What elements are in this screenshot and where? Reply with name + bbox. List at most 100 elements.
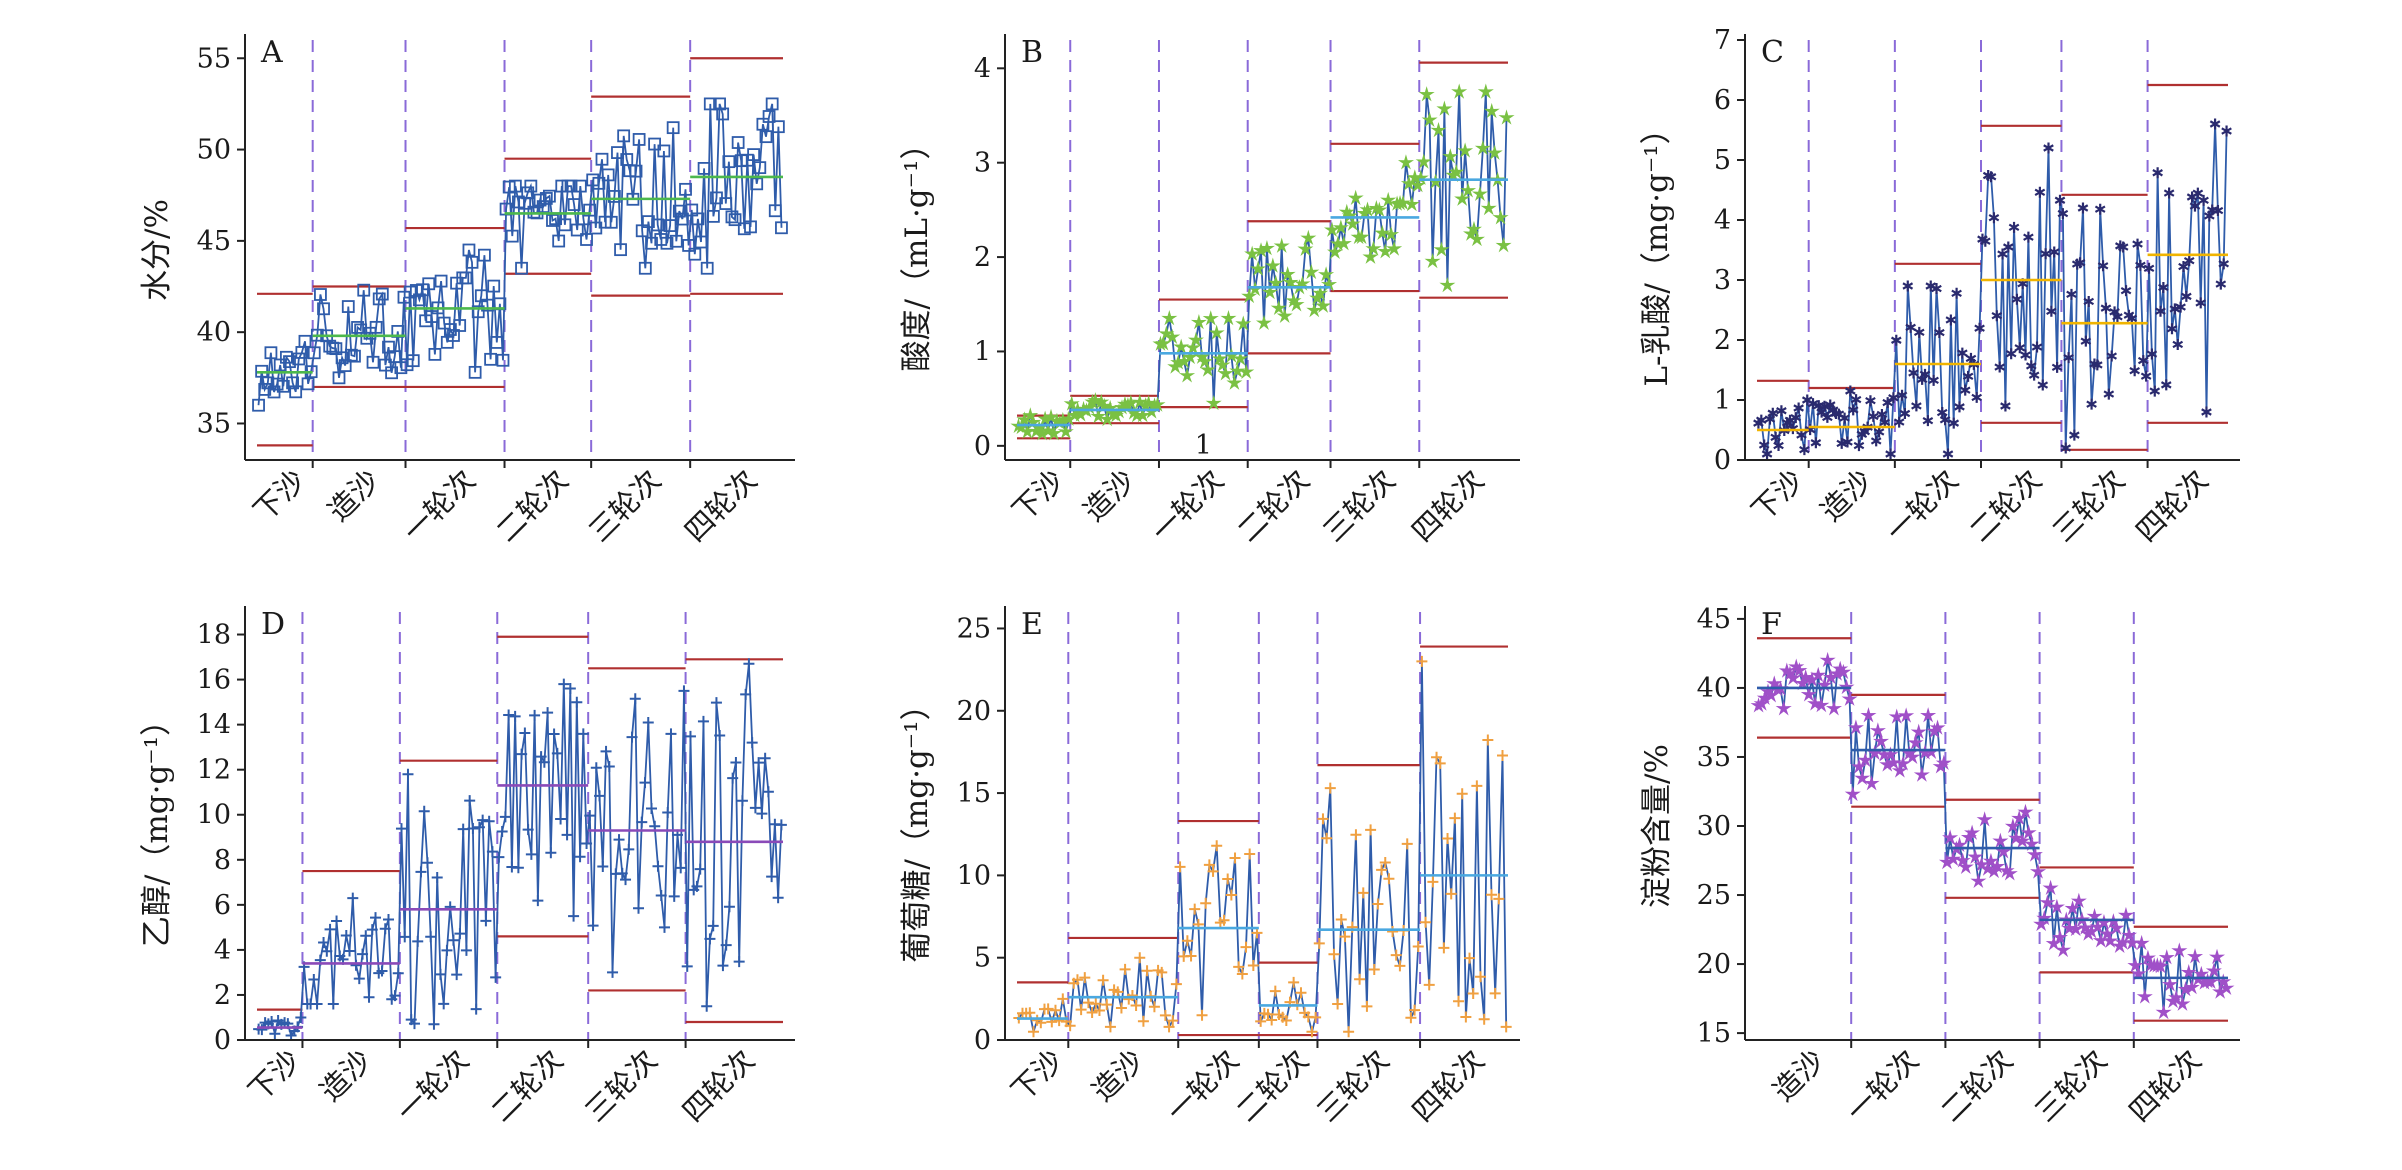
data-point — [1203, 859, 1215, 871]
data-point — [669, 234, 683, 248]
x-category-label: 造沙 — [1085, 1043, 1150, 1108]
data-point — [1994, 361, 2005, 373]
data-point — [1303, 263, 1320, 280]
data-point — [1767, 407, 1779, 419]
data-point — [2031, 341, 2043, 353]
data-point — [1854, 769, 1871, 786]
data-point — [1335, 914, 1347, 926]
panel-label: A — [260, 35, 283, 70]
data-point — [1957, 858, 1974, 874]
data-point — [657, 144, 671, 158]
panel-f: 15 20 25 30 35 40 45 造沙 一轮次 二轮次 三轮次 四轮次 F 淀粉含量/% — [1639, 604, 2240, 1128]
data-point — [2136, 988, 2153, 1004]
data-point — [2051, 361, 2063, 373]
data-point — [652, 860, 664, 872]
data-point — [2117, 241, 2129, 253]
data-point — [1295, 987, 1307, 999]
data-point — [1890, 334, 1902, 346]
data-point — [1347, 189, 1364, 205]
data-series-line — [1758, 660, 2228, 1013]
data-point — [256, 1024, 268, 1036]
data-point — [2066, 288, 2077, 300]
panel-d: 0 2 4 6 8 10 12 14 16 18 下沙 造沙 一轮次 二轮次 三轮次 四轮次 D 乙醇/（mg·g… — [139, 606, 795, 1128]
data-point — [768, 204, 782, 218]
data-point — [1365, 824, 1377, 836]
x-category-label: 二轮次 — [489, 463, 575, 549]
data-point — [2117, 906, 2134, 923]
data-point — [2209, 118, 2221, 130]
data-point — [2218, 979, 2235, 996]
data-point — [727, 772, 739, 784]
data-point — [2092, 359, 2103, 371]
data-point — [1442, 148, 1459, 164]
data-point — [412, 935, 424, 947]
data-point — [2074, 257, 2086, 269]
data-point — [1137, 1015, 1149, 1027]
data-point — [471, 305, 485, 319]
data-point — [353, 973, 365, 985]
data-point — [357, 948, 369, 960]
data-point — [1386, 240, 1403, 256]
data-point — [2020, 349, 2031, 361]
data-point — [2218, 258, 2230, 270]
data-point — [399, 931, 411, 943]
data-point — [2205, 962, 2222, 978]
data-point — [753, 757, 765, 769]
data-point — [1835, 663, 1852, 680]
data-point — [642, 716, 654, 728]
data-point — [1174, 861, 1186, 873]
panel-b: 0 1 2 3 4 下沙 造沙 一轮次 二轮次 三轮次 四轮次 B 酸度/（mL·g⁻¹） 1 — [899, 34, 1520, 548]
data-point — [1409, 176, 1426, 193]
data-point — [480, 915, 492, 927]
data-point — [307, 346, 321, 360]
x-category-label: 三轮次 — [2046, 463, 2132, 549]
data-point — [1424, 252, 1441, 269]
data-point — [666, 121, 680, 135]
data-point — [462, 243, 476, 257]
data-point — [2155, 1003, 2172, 1020]
data-point — [1207, 865, 1219, 877]
data-point — [1456, 788, 1468, 800]
panel-label: C — [1761, 35, 1784, 70]
data-point — [1225, 889, 1237, 901]
data-point — [2048, 246, 2060, 258]
data-point — [375, 287, 389, 301]
data-point — [1974, 322, 1985, 334]
data-point — [496, 826, 508, 838]
data-point — [425, 931, 437, 943]
data-point — [694, 863, 706, 875]
data-point — [594, 790, 606, 802]
data-point — [1187, 331, 1204, 348]
data-point — [1086, 1007, 1098, 1019]
data-point — [503, 709, 515, 721]
data-point — [1280, 1014, 1292, 1026]
data-point — [762, 786, 774, 798]
data-point — [1868, 410, 1879, 422]
data-point — [679, 182, 692, 196]
data-point — [604, 215, 618, 229]
data-point — [1995, 843, 2012, 859]
data-point — [438, 998, 450, 1010]
data-point — [311, 998, 323, 1010]
data-point — [1957, 347, 1968, 359]
data-point — [1318, 266, 1335, 282]
data-point — [1350, 829, 1362, 841]
y-tick-label: 35 — [197, 408, 231, 439]
data-point — [2221, 125, 2232, 137]
data-point — [658, 921, 670, 933]
data-point — [772, 892, 784, 904]
data-point — [347, 892, 359, 904]
data-point — [681, 960, 693, 972]
data-point — [616, 867, 628, 879]
y-tick-label: 2 — [214, 980, 231, 1011]
data-point — [1199, 361, 1216, 377]
data-point — [1898, 707, 1915, 723]
data-point — [542, 707, 554, 719]
x-category-label: 四轮次 — [676, 1043, 762, 1129]
data-point — [1845, 385, 1856, 397]
data-point — [1403, 196, 1420, 212]
data-point — [1368, 964, 1380, 976]
data-point — [1991, 310, 2003, 322]
data-point — [335, 351, 349, 365]
data-point — [1361, 1000, 1373, 1012]
